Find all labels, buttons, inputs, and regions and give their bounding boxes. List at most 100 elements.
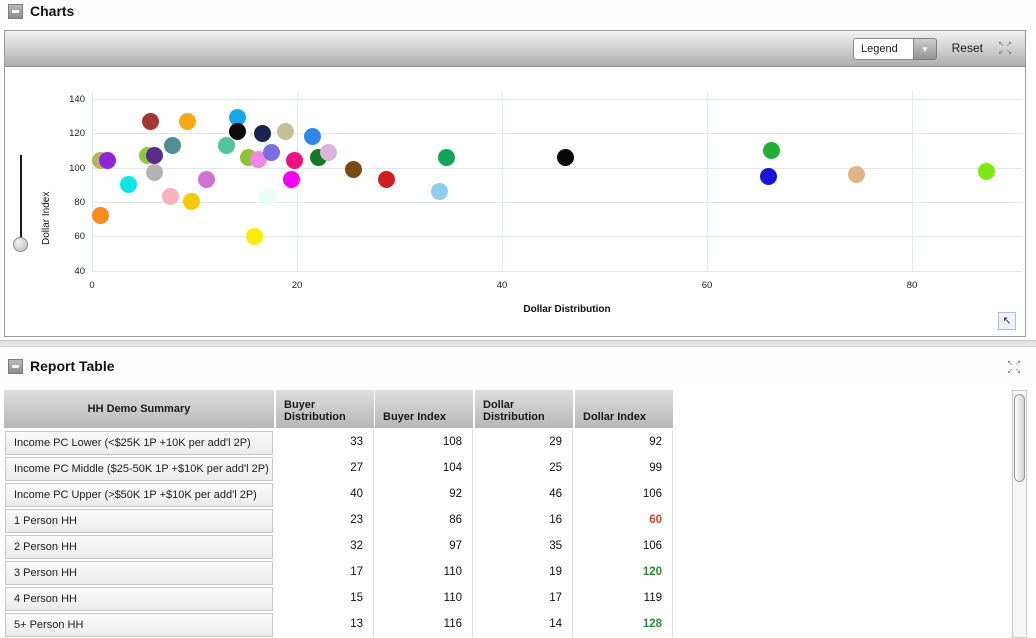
y-tick-label: 60 <box>74 231 85 243</box>
table-cell-value: 128 <box>575 612 673 638</box>
table-row-label[interactable]: 3 Person HH <box>5 561 273 585</box>
table-cell-value: 120 <box>575 560 673 586</box>
y-tick-label: 100 <box>69 162 85 174</box>
table-cell-value: 15 <box>276 586 374 612</box>
x-tick-label: 0 <box>89 279 95 291</box>
scrollbar-thumb[interactable] <box>1014 394 1025 482</box>
chevron-down-icon[interactable]: ▼ <box>913 38 937 60</box>
expand-arrow-glyph: ↘ <box>1006 49 1012 56</box>
h-gridline <box>92 201 1022 203</box>
legend-dropdown[interactable]: Legend ▼ <box>853 38 937 60</box>
scatter-point[interactable] <box>303 128 321 146</box>
table-cell-value: 17 <box>276 560 374 586</box>
scatter-point[interactable] <box>760 167 777 185</box>
x-tick-label: 40 <box>496 279 508 291</box>
scatter-point[interactable] <box>377 171 395 189</box>
scatter-point[interactable] <box>286 152 304 170</box>
scatter-point[interactable] <box>978 162 996 180</box>
scatter-point[interactable] <box>164 136 182 154</box>
scatter-point[interactable] <box>246 227 264 245</box>
scatter-point[interactable] <box>344 160 362 178</box>
scatter-point[interactable] <box>198 171 216 189</box>
h-gridline <box>92 99 1022 100</box>
table-cell-value: 40 <box>276 482 374 508</box>
scatter-point[interactable] <box>217 136 235 154</box>
h-gridline <box>92 236 1022 238</box>
scatter-point[interactable] <box>98 152 116 170</box>
table-row-label[interactable]: Income PC Lower (<$25K 1P +10K per add'l… <box>5 431 273 455</box>
section-divider <box>0 340 1036 347</box>
zoom-slider-handle[interactable] <box>13 237 28 252</box>
scatter-point[interactable] <box>253 124 271 142</box>
scatter-point[interactable] <box>229 123 247 141</box>
table-row-label[interactable]: 1 Person HH <box>5 509 273 533</box>
table-cell-value: 110 <box>375 586 473 612</box>
table-cell-value: 25 <box>475 456 573 482</box>
scatter-point[interactable] <box>848 165 866 183</box>
scatter-point[interactable] <box>320 143 338 161</box>
scatter-point[interactable] <box>262 143 280 161</box>
h-gridline <box>92 167 1022 169</box>
scatter-point[interactable] <box>146 147 164 165</box>
v-gridline <box>92 91 93 271</box>
table-cell-value: 106 <box>575 534 673 560</box>
table-cell-value: 104 <box>375 456 473 482</box>
table-cell-value: 35 <box>475 534 573 560</box>
scatter-point[interactable] <box>283 171 301 189</box>
scatter-point[interactable] <box>182 193 200 211</box>
column-header-cell[interactable]: Buyer Distribution <box>276 390 374 428</box>
y-axis-label: Dollar Index <box>41 191 52 245</box>
column-header-cell[interactable]: Dollar Index <box>575 390 673 428</box>
chart-panel: Legend ▼ Reset ↖ ↗ ↙ ↘ Dollar Index 140 120 1… <box>4 30 1026 337</box>
scatter-point[interactable] <box>763 141 781 159</box>
maximize-table-icon[interactable]: ↖ ↗ ↙ ↘ <box>1006 360 1024 376</box>
table-row-label[interactable]: Income PC Middle ($25-50K 1P +$10K per a… <box>5 457 273 481</box>
scatter-point[interactable] <box>557 148 575 166</box>
reset-button[interactable]: Reset <box>951 41 983 55</box>
scatter-point[interactable] <box>258 188 276 206</box>
maximize-chart-icon[interactable]: ↖ ↗ ↙ ↘ <box>997 41 1015 57</box>
scatter-point[interactable] <box>91 207 109 225</box>
restore-chart-icon[interactable]: ↖ <box>998 312 1016 330</box>
y-tick-label: 140 <box>69 94 85 105</box>
table-row-label[interactable]: Income PC Upper (>$50K 1P +$10K per add'… <box>5 483 273 507</box>
expand-arrow-glyph: ↖ <box>1007 360 1013 367</box>
scatter-point[interactable] <box>229 109 247 127</box>
scatter-point[interactable] <box>249 150 267 168</box>
column-header-cell[interactable]: Dollar Distribution <box>475 390 573 428</box>
scatter-point[interactable] <box>120 176 138 194</box>
table-cell-value: 106 <box>575 482 673 508</box>
expand-arrow-glyph: ↘ <box>1015 368 1021 375</box>
scatter-point[interactable] <box>277 123 295 141</box>
table-cell-value: 119 <box>575 586 673 612</box>
collapse-report-table-icon[interactable] <box>8 359 23 374</box>
scatter-point[interactable] <box>141 112 159 130</box>
table-row-label[interactable]: 5+ Person HH <box>5 613 273 637</box>
table-cell-value: 92 <box>575 430 673 456</box>
table-cell-value: 33 <box>276 430 374 456</box>
table-cell-value: 19 <box>475 560 573 586</box>
table-cell-value: 108 <box>375 430 473 456</box>
scatter-point[interactable] <box>146 164 164 182</box>
row-header-title-cell[interactable]: HH Demo Summary <box>4 390 274 428</box>
table-cell-value: 92 <box>375 482 473 508</box>
report-table: HH Demo Summary Buyer Distribution Buyer I… <box>4 390 1008 638</box>
table-cell-value: 99 <box>575 456 673 482</box>
x-axis-label: Dollar Distribution <box>523 303 611 315</box>
collapse-charts-icon[interactable] <box>8 4 23 19</box>
scatter-point[interactable] <box>430 183 448 201</box>
table-row-label[interactable]: 4 Person HH <box>5 587 273 611</box>
scatter-point[interactable] <box>162 188 180 206</box>
scatter-point[interactable] <box>438 148 456 166</box>
table-row-label[interactable]: 2 Person HH <box>5 535 273 559</box>
table-cell-value: 97 <box>375 534 473 560</box>
column-header-cell[interactable]: Buyer Index <box>375 390 473 428</box>
table-cell-value: 13 <box>276 612 374 638</box>
table-vertical-scrollbar[interactable] <box>1012 390 1027 638</box>
x-tick-label: 80 <box>906 279 918 291</box>
table-cell-value: 46 <box>475 482 573 508</box>
zoom-slider-track[interactable] <box>20 155 22 245</box>
table-cell-value: 17 <box>475 586 573 612</box>
scatter-point[interactable] <box>178 112 196 130</box>
